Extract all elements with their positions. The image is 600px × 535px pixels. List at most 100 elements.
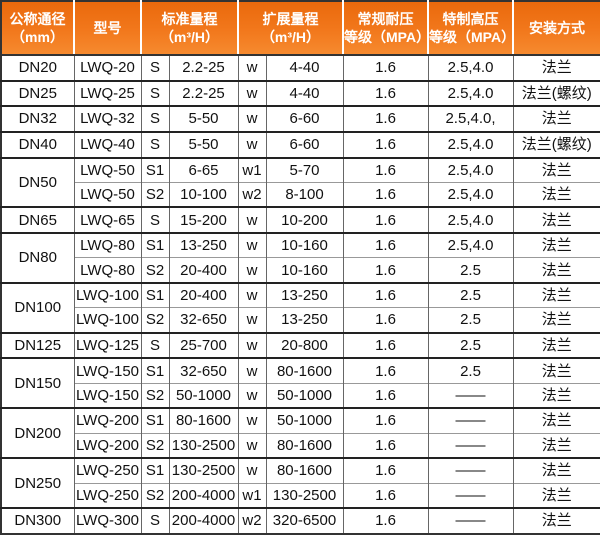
table-row: DN250 LWQ-250 S1 130-2500 w 80-1600 1.6 —— 法兰 — [1, 457, 600, 509]
table-row: DN125 LWQ-125 S 25-700 w 20-800 1.6 2.5 法兰 — [1, 331, 600, 359]
cell-installation: 法兰 — [513, 206, 600, 234]
cell-installation: 法兰(螺纹) — [513, 130, 600, 158]
cell-extended-range-value: 10-160 — [266, 232, 344, 258]
cell-extended-range-code: w — [238, 281, 267, 308]
cell-high-pressure: 2.5 — [428, 307, 514, 333]
cell-standard-range-value: 20-400 — [169, 257, 239, 283]
cell-model: LWQ-250 — [74, 457, 142, 484]
cell-extended-range-value: 320-6500 — [266, 507, 344, 534]
cell-normal-pressure: 1.6 — [343, 457, 429, 484]
table-row: DN50 LWQ-50 S1 6-65 w1 5-70 1.6 2.5,4.0 法兰 — [1, 156, 600, 208]
cell-nominal-diameter: DN300 — [1, 507, 75, 534]
cell-high-pressure: —— — [428, 507, 514, 534]
cell-standard-range-value: 10-100 — [169, 181, 239, 208]
cell-installation: 法兰 — [513, 457, 600, 484]
cell-installation: 法兰 — [513, 382, 600, 409]
cell-high-pressure: 2.5 — [428, 357, 514, 384]
table-row: DN40 LWQ-40 S 5-50 w 6-60 1.6 2.5,4.0 法兰(螺纹) — [1, 130, 600, 158]
cell-high-pressure: 2.5 — [428, 257, 514, 283]
table-row: LWQ-50 S2 10-100 w2 8-100 1.6 2.5,4.0 法兰 — [1, 181, 600, 208]
cell-high-pressure: —— — [428, 407, 514, 434]
cell-high-pressure: 2.5,4.0, — [428, 105, 514, 132]
cell-nominal-diameter: DN150 — [1, 357, 75, 409]
cell-standard-range-code: S — [141, 79, 170, 107]
cell-nominal-diameter: DN65 — [1, 206, 75, 234]
cell-model: LWQ-100 — [74, 281, 142, 308]
cell-standard-range-value: 2.2-25 — [169, 79, 239, 107]
cell-extended-range-code: w — [238, 79, 267, 107]
cell-model: LWQ-50 — [74, 181, 142, 208]
cell-standard-range-code: S2 — [141, 482, 170, 509]
cell-normal-pressure: 1.6 — [343, 130, 429, 158]
cell-nominal-diameter: DN40 — [1, 130, 75, 158]
cell-extended-range-value: 80-1600 — [266, 457, 344, 484]
cell-extended-range-value: 4-40 — [266, 79, 344, 107]
cell-model: LWQ-80 — [74, 232, 142, 258]
cell-installation: 法兰 — [513, 507, 600, 534]
cell-extended-range-value: 20-800 — [266, 331, 344, 359]
cell-high-pressure: 2.5,4.0 — [428, 54, 514, 81]
cell-extended-range-code: w — [238, 232, 267, 258]
cell-high-pressure: 2.5,4.0 — [428, 130, 514, 158]
cell-normal-pressure: 1.6 — [343, 357, 429, 384]
cell-standard-range-code: S — [141, 130, 170, 158]
cell-extended-range-code: w — [238, 206, 267, 234]
cell-standard-range-code: S2 — [141, 382, 170, 409]
table-row: LWQ-250 S2 200-4000 w1 130-2500 1.6 —— 法兰 — [1, 482, 600, 509]
cell-standard-range-value: 32-650 — [169, 307, 239, 333]
cell-standard-range-code: S2 — [141, 181, 170, 208]
cell-extended-range-value: 80-1600 — [266, 432, 344, 459]
cell-normal-pressure: 1.6 — [343, 432, 429, 459]
cell-standard-range-value: 20-400 — [169, 281, 239, 308]
cell-model: LWQ-125 — [74, 331, 142, 359]
table-row: DN65 LWQ-65 S 15-200 w 10-200 1.6 2.5,4.0 法兰 — [1, 206, 600, 234]
cell-standard-range-code: S1 — [141, 232, 170, 258]
cell-extended-range-code: w1 — [238, 156, 267, 183]
cell-standard-range-code: S1 — [141, 156, 170, 183]
cell-high-pressure: —— — [428, 382, 514, 409]
cell-installation: 法兰 — [513, 105, 600, 132]
cell-extended-range-code: w1 — [238, 482, 267, 509]
table-row: LWQ-200 S2 130-2500 w 80-1600 1.6 —— 法兰 — [1, 432, 600, 459]
cell-nominal-diameter: DN50 — [1, 156, 75, 208]
cell-normal-pressure: 1.6 — [343, 257, 429, 283]
cell-model: LWQ-25 — [74, 79, 142, 107]
cell-high-pressure: 2.5,4.0 — [428, 181, 514, 208]
cell-extended-range-code: w — [238, 257, 267, 283]
cell-extended-range-code: w — [238, 54, 267, 81]
cell-model: LWQ-200 — [74, 432, 142, 459]
cell-installation: 法兰 — [513, 432, 600, 459]
header-extended-range: 扩展量程 （m³/H） — [238, 1, 344, 56]
cell-extended-range-value: 50-1000 — [266, 407, 344, 434]
cell-nominal-diameter: DN20 — [1, 54, 75, 81]
cell-extended-range-code: w — [238, 130, 267, 158]
cell-high-pressure: 2.5 — [428, 331, 514, 359]
cell-installation: 法兰 — [513, 331, 600, 359]
table-row: DN300 LWQ-300 S 200-4000 w2 320-6500 1.6 —— 法兰 — [1, 507, 600, 534]
cell-standard-range-value: 200-4000 — [169, 482, 239, 509]
cell-extended-range-value: 4-40 — [266, 54, 344, 81]
cell-standard-range-code: S — [141, 105, 170, 132]
cell-standard-range-code: S1 — [141, 357, 170, 384]
cell-extended-range-value: 10-160 — [266, 257, 344, 283]
cell-high-pressure: —— — [428, 432, 514, 459]
cell-extended-range-value: 50-1000 — [266, 382, 344, 409]
cell-high-pressure: 2.5,4.0 — [428, 206, 514, 234]
cell-standard-range-code: S — [141, 206, 170, 234]
cell-standard-range-value: 5-50 — [169, 105, 239, 132]
cell-standard-range-value: 2.2-25 — [169, 54, 239, 81]
cell-standard-range-value: 80-1600 — [169, 407, 239, 434]
header-standard-range: 标准量程 （m³/H） — [141, 1, 239, 56]
table-row: DN25 LWQ-25 S 2.2-25 w 4-40 1.6 2.5,4.0 法兰(螺纹) — [1, 79, 600, 107]
cell-standard-range-value: 130-2500 — [169, 432, 239, 459]
cell-extended-range-value: 6-60 — [266, 105, 344, 132]
cell-installation: 法兰 — [513, 54, 600, 81]
cell-extended-range-code: w — [238, 432, 267, 459]
cell-normal-pressure: 1.6 — [343, 382, 429, 409]
table-row: LWQ-100 S2 32-650 w 13-250 1.6 2.5 法兰 — [1, 307, 600, 333]
cell-extended-range-code: w2 — [238, 507, 267, 534]
table-row: LWQ-80 S2 20-400 w 10-160 1.6 2.5 法兰 — [1, 257, 600, 283]
cell-normal-pressure: 1.6 — [343, 156, 429, 183]
cell-installation: 法兰 — [513, 156, 600, 183]
